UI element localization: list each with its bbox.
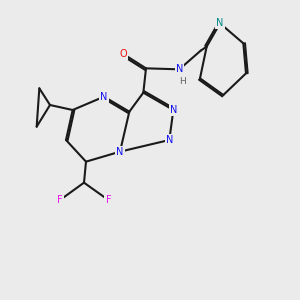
Text: F: F — [106, 195, 111, 205]
Text: N: N — [166, 135, 173, 145]
Text: O: O — [119, 49, 127, 59]
Text: N: N — [169, 105, 177, 115]
Text: N: N — [100, 92, 108, 102]
Text: H: H — [179, 77, 186, 86]
Text: N: N — [116, 147, 124, 157]
Text: N: N — [216, 18, 224, 28]
Text: F: F — [57, 195, 63, 205]
Text: N: N — [176, 64, 183, 74]
